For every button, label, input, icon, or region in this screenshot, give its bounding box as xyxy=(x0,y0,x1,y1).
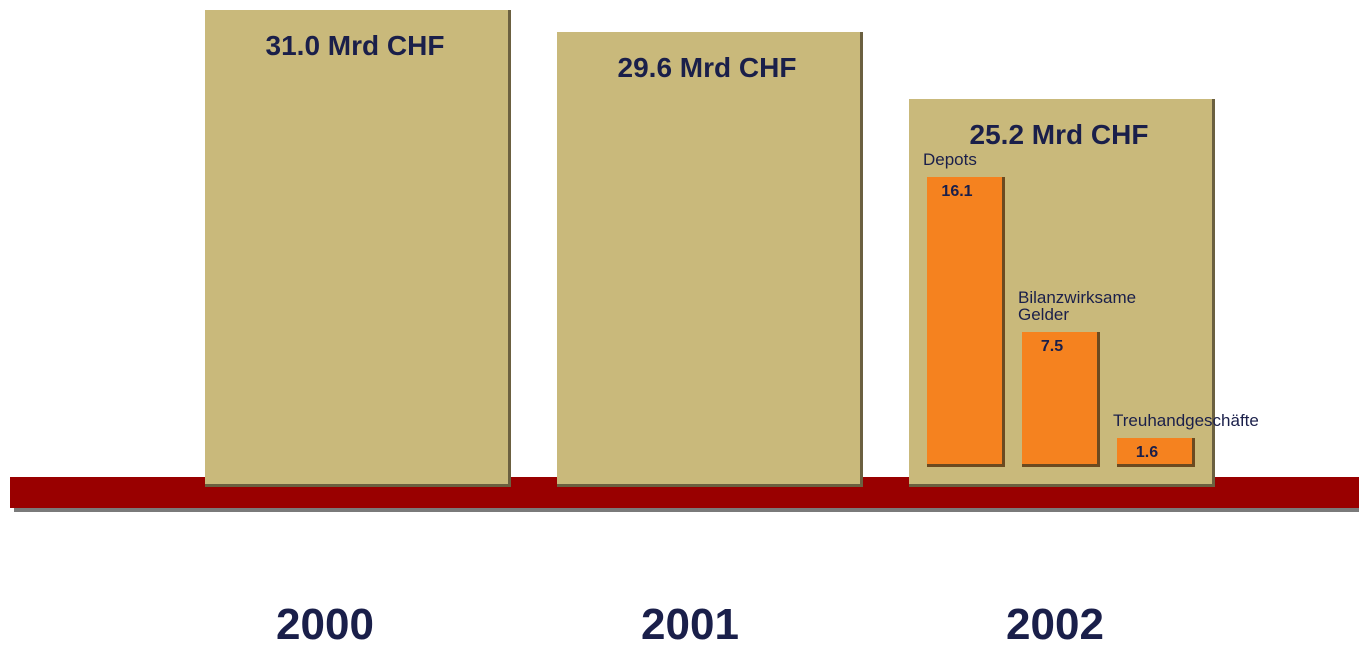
breakdown-value: 1.6 xyxy=(1135,444,1159,462)
breakdown-label: Treuhandgeschäfte xyxy=(1113,411,1259,431)
breakdown-value: 16.1 xyxy=(941,183,973,200)
year-label: 2000 xyxy=(276,600,374,648)
year-total-label: 25.2 Mrd CHF xyxy=(969,119,1149,151)
year-label: 2002 xyxy=(1006,600,1104,648)
year-total-box xyxy=(205,10,511,487)
year-total-label: 31.0 Mrd CHF xyxy=(265,30,445,61)
year-total-label: 29.6 Mrd CHF xyxy=(617,51,797,83)
year-total-box xyxy=(557,31,863,487)
breakdown-bar xyxy=(1022,331,1100,467)
breakdown-bar xyxy=(1117,438,1195,467)
breakdown-bar xyxy=(927,177,1005,467)
breakdown-label: Bilanzwirksame Gelder xyxy=(1018,287,1137,324)
breakdown-label: Depots xyxy=(923,150,977,169)
year-label: 2001 xyxy=(641,600,739,648)
breakdown-value: 7.5 xyxy=(1040,337,1064,355)
